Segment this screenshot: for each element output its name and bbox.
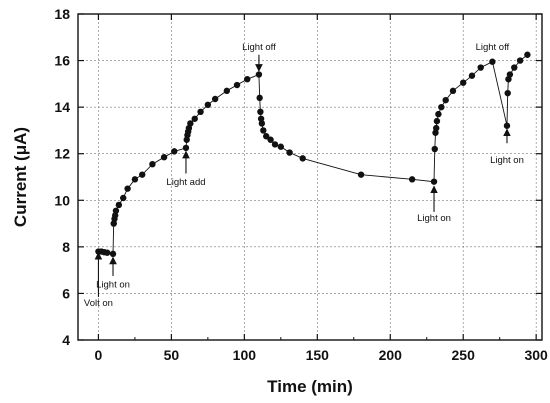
data-point	[182, 144, 190, 152]
annotation-label: Light on	[96, 280, 130, 291]
x-tick-label: 150	[306, 347, 330, 363]
data-point	[299, 155, 306, 162]
data-point	[357, 171, 365, 178]
data-point	[430, 178, 438, 185]
data-point	[408, 176, 416, 183]
annotation-label: Light off	[242, 42, 276, 53]
y-tick-label: 4	[62, 332, 70, 348]
x-tick-label: 250	[452, 347, 476, 363]
y-axis-title: Current (μA)	[11, 127, 30, 227]
x-tick-label: 300	[524, 347, 548, 363]
data-point	[433, 124, 440, 132]
data-points	[95, 51, 531, 258]
data-point	[435, 110, 442, 118]
data-point	[277, 143, 285, 150]
data-point	[431, 145, 438, 153]
y-tick-label: 16	[54, 53, 70, 69]
x-tick-label: 200	[379, 347, 403, 363]
annotation-label: Volt on	[84, 298, 113, 309]
data-point	[516, 57, 524, 64]
data-point	[489, 58, 496, 65]
grid-lines	[78, 13, 542, 341]
data-point	[171, 148, 178, 155]
data-point	[139, 171, 146, 178]
data-point	[460, 79, 467, 86]
data-point	[233, 81, 241, 89]
data-point	[255, 71, 263, 78]
annotation-label: Light on	[417, 213, 451, 224]
data-point	[271, 141, 279, 148]
series-line	[98, 54, 528, 255]
data-point	[211, 95, 219, 103]
y-tick-label: 8	[62, 239, 70, 255]
y-tick-label: 12	[54, 146, 70, 162]
x-tick-label: 100	[233, 347, 257, 363]
annotations: Volt on Light on Light add Light off Light o…	[84, 42, 524, 309]
data-point	[433, 117, 441, 125]
x-axis-title: Time (min)	[267, 377, 353, 396]
data-point	[504, 89, 511, 97]
data-point	[477, 64, 484, 71]
data-point	[267, 136, 274, 143]
data-point	[160, 154, 168, 161]
data-point	[449, 87, 457, 95]
axis-ticks	[78, 13, 542, 341]
tick-labels: 0 50 100 150 200 250 300 4 6 8 10 12 14 16 18	[54, 6, 548, 363]
data-point	[256, 94, 263, 102]
annotation-label: Light on	[490, 155, 524, 166]
data-point	[506, 71, 514, 78]
data-point	[223, 87, 231, 95]
data-point	[112, 207, 120, 214]
y-tick-label: 14	[54, 99, 70, 115]
data-point	[103, 249, 111, 256]
y-tick-label: 6	[62, 285, 70, 301]
data-point	[260, 127, 267, 134]
data-point	[204, 101, 212, 109]
data-point	[244, 76, 251, 83]
annotation-label: Light add	[166, 177, 205, 188]
data-point	[191, 115, 198, 122]
data-point	[438, 103, 445, 111]
data-point	[131, 176, 139, 183]
x-tick-label: 50	[164, 347, 180, 363]
data-point	[149, 160, 156, 168]
data-point	[187, 120, 194, 127]
data-point	[197, 108, 204, 116]
data-point	[257, 108, 264, 116]
data-point	[115, 201, 123, 209]
data-point	[286, 149, 293, 156]
annotation-label: Light off	[476, 42, 510, 53]
data-point	[258, 120, 266, 127]
data-point	[524, 51, 531, 58]
data-point	[511, 64, 518, 71]
data-point	[109, 250, 117, 258]
y-tick-label: 10	[54, 192, 70, 208]
plot-area-frame	[77, 13, 543, 341]
data-point	[120, 194, 127, 202]
data-point	[124, 185, 131, 192]
data-point	[503, 122, 511, 129]
data-point	[442, 96, 449, 104]
x-tick-label: 0	[95, 347, 103, 363]
data-point	[263, 133, 270, 140]
y-tick-label: 18	[54, 6, 70, 22]
data-point	[468, 72, 476, 79]
